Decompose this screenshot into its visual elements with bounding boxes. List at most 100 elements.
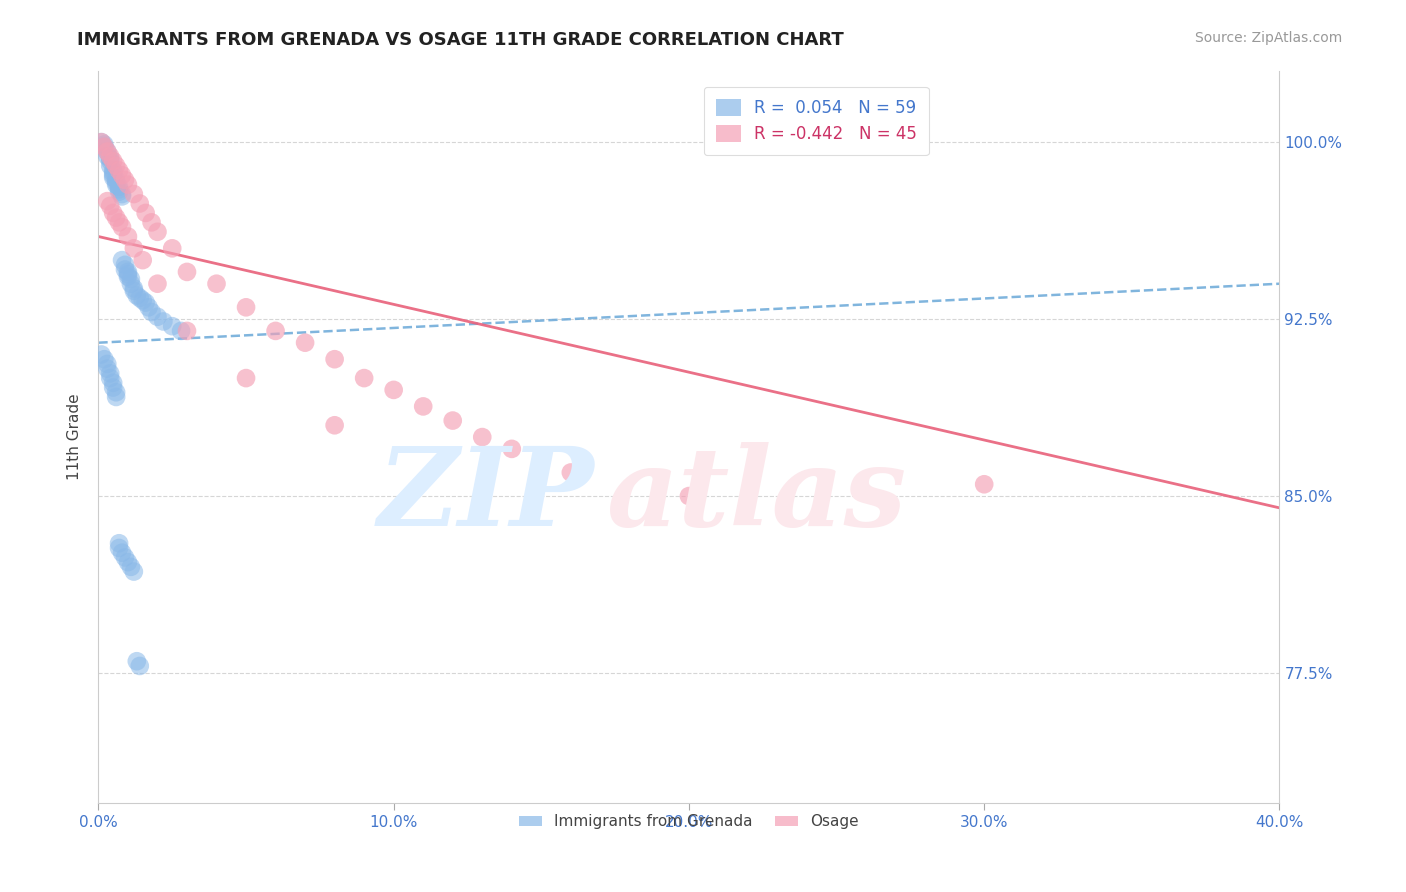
Point: [678, 489, 700, 503]
Point: [108, 185, 131, 199]
Point: [114, 550, 136, 565]
Point: [98, 149, 121, 163]
Point: [98, 371, 121, 385]
Point: [96, 194, 118, 208]
Point: [111, 187, 134, 202]
Point: [382, 383, 405, 397]
Point: [162, 241, 183, 255]
Point: [105, 175, 128, 189]
Point: [103, 170, 125, 185]
Point: [108, 163, 131, 178]
Point: [105, 385, 128, 400]
Point: [141, 305, 163, 319]
Point: [412, 400, 434, 414]
Point: [105, 178, 128, 192]
Point: [103, 206, 125, 220]
Point: [235, 371, 257, 385]
Point: [122, 241, 145, 255]
Point: [93, 140, 115, 154]
Point: [501, 442, 523, 456]
Point: [103, 376, 125, 390]
Point: [111, 168, 134, 182]
Point: [120, 272, 142, 286]
Point: [120, 277, 142, 291]
Point: [111, 220, 134, 235]
Point: [93, 137, 115, 152]
Point: [132, 253, 155, 268]
Point: [114, 258, 136, 272]
Point: [103, 166, 125, 180]
Point: [103, 154, 125, 169]
Point: [114, 173, 136, 187]
Point: [96, 361, 118, 376]
Point: [128, 659, 150, 673]
Point: [125, 288, 148, 302]
Point: [560, 466, 582, 480]
Point: [117, 269, 139, 284]
Point: [135, 206, 157, 220]
Point: [152, 314, 174, 328]
Point: [122, 281, 145, 295]
Point: [353, 371, 375, 385]
Point: [103, 168, 125, 182]
Point: [125, 654, 148, 668]
Point: [96, 357, 118, 371]
Point: [135, 295, 157, 310]
Point: [138, 301, 160, 315]
Point: [170, 324, 193, 338]
Point: [132, 293, 155, 308]
Point: [205, 277, 228, 291]
Point: [162, 319, 183, 334]
Point: [176, 265, 198, 279]
Point: [973, 477, 995, 491]
Point: [96, 145, 118, 159]
Point: [111, 253, 134, 268]
Point: [108, 180, 131, 194]
Y-axis label: 11th Grade: 11th Grade: [67, 393, 83, 481]
Point: [530, 453, 553, 467]
Point: [146, 310, 169, 324]
Point: [96, 149, 118, 163]
Point: [122, 284, 145, 298]
Point: [111, 546, 134, 560]
Point: [103, 163, 125, 178]
Point: [146, 277, 169, 291]
Point: [108, 541, 131, 555]
Point: [176, 324, 198, 338]
Point: [90, 135, 112, 149]
Point: [471, 430, 494, 444]
Point: [108, 182, 131, 196]
Point: [111, 189, 134, 203]
Point: [96, 145, 118, 159]
Point: [105, 211, 128, 225]
Text: Source: ZipAtlas.com: Source: ZipAtlas.com: [1195, 31, 1343, 45]
Point: [105, 159, 128, 173]
Point: [294, 335, 316, 350]
Point: [114, 262, 136, 277]
Text: atlas: atlas: [606, 442, 907, 549]
Legend: Immigrants from Grenada, Osage: Immigrants from Grenada, Osage: [513, 808, 865, 836]
Point: [441, 413, 464, 427]
Point: [98, 154, 121, 169]
Point: [117, 555, 139, 569]
Point: [103, 380, 125, 394]
Point: [105, 390, 128, 404]
Point: [98, 199, 121, 213]
Point: [117, 178, 139, 192]
Point: [264, 324, 287, 338]
Point: [323, 352, 346, 367]
Point: [128, 196, 150, 211]
Point: [105, 173, 128, 187]
Point: [108, 215, 131, 229]
Point: [98, 152, 121, 166]
Point: [117, 265, 139, 279]
Point: [90, 135, 112, 149]
Point: [98, 367, 121, 381]
Point: [128, 291, 150, 305]
Point: [323, 418, 346, 433]
Point: [122, 565, 145, 579]
Point: [98, 159, 121, 173]
Point: [141, 215, 163, 229]
Point: [146, 225, 169, 239]
Point: [90, 347, 112, 361]
